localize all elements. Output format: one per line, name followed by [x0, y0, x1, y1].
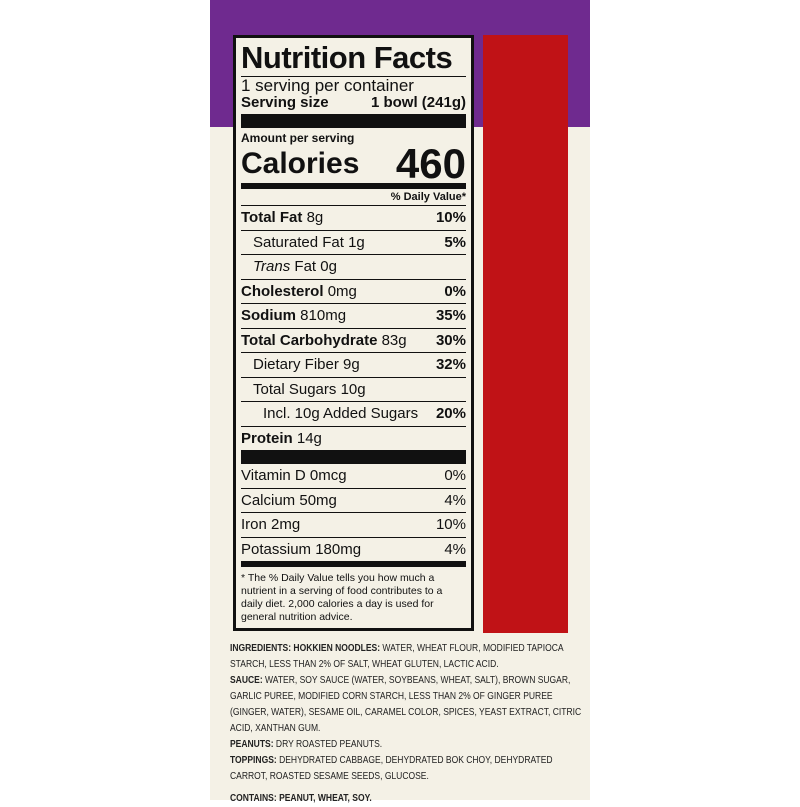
toppings-label: TOPPINGS:: [230, 755, 277, 766]
nutrient-amount: 14g: [296, 429, 322, 447]
calories-value: 460: [395, 140, 466, 187]
nutrient-row: Dietary Fiber 9g 32%: [241, 353, 466, 378]
nutrient-row: Incl. 10g Added Sugars 20%: [241, 402, 466, 427]
calories-label: Calories: [241, 147, 360, 180]
vitamin-name: Iron: [241, 516, 267, 533]
nutrient-amount: 0mg: [327, 282, 357, 300]
nutrient-amount: Fat 0g: [294, 258, 337, 275]
ingredients-text: INGREDIENTS: HOKKIEN NOODLES: WATER, WHE…: [230, 641, 583, 807]
nutrient-name: Total Sugars: [253, 380, 337, 398]
serving-size-value: 1 bowl (241g): [370, 94, 466, 111]
nutrient-amount: 9g: [343, 356, 360, 373]
nutrient-name: Total Carbohydrate: [241, 331, 378, 349]
nutrient-dv: 32%: [435, 356, 466, 373]
nutrient-dv: 0%: [444, 282, 466, 300]
serving-size: Serving size 1 bowl (241g): [241, 95, 466, 111]
noodles-ingredients: WATER, WHEAT FLOUR, MODIFIED TAPIOCA STA…: [230, 643, 564, 670]
nutrient-name: Saturated Fat: [253, 233, 344, 251]
amount-per-serving: Amount per serving: [241, 131, 355, 145]
vitamin-row: Potassium 180mg 4%: [241, 538, 466, 562]
vitamin-name: Vitamin D: [241, 467, 306, 484]
nutrient-amount: 10g: [340, 380, 366, 398]
nutrient-name: Trans: [253, 258, 291, 275]
daily-value-header: % Daily Value*: [241, 189, 466, 206]
vitamin-row: Iron 2mg 10%: [241, 513, 466, 538]
nutrient-amount: 1g: [348, 233, 365, 251]
allergen-statement: CONTAINS: PEANUT, WHEAT, SOY.: [230, 793, 372, 804]
nutrient-name: Incl. 10g Added Sugars: [263, 405, 419, 422]
nutrient-row: Protein 14g: [241, 427, 466, 451]
vitamin-dv: 4%: [444, 491, 466, 509]
vitamin-amount: 180mg: [315, 540, 362, 558]
vitamin-row: Vitamin D 0mcg 0%: [241, 464, 466, 489]
nutrient-dv: 5%: [444, 233, 466, 251]
vitamin-dv: 0%: [444, 467, 466, 484]
nutrient-dv: 10%: [435, 209, 466, 226]
vitamin-amount: 50mg: [299, 491, 337, 509]
nutrient-amount: 83g: [381, 331, 407, 349]
servings-per-container: 1 serving per container: [241, 76, 414, 95]
nutrient-row: Trans Fat 0g: [241, 255, 466, 280]
package-panel: Nutrition Facts 1 serving per container …: [210, 0, 590, 804]
noodles-label: INGREDIENTS: HOKKIEN NOODLES:: [230, 643, 381, 654]
serving-size-label: Serving size: [241, 94, 329, 111]
vitamin-name: Potassium: [241, 540, 312, 558]
nutrient-name: Protein: [241, 429, 293, 447]
nutrient-row: Total Sugars 10g: [241, 378, 466, 402]
nutrient-row: Total Carbohydrate 83g 30%: [241, 329, 466, 353]
red-panel: [483, 35, 568, 633]
divider-thick: [241, 114, 466, 128]
vitamin-amount: 2mg: [271, 516, 301, 533]
nutrient-row: Saturated Fat 1g 5%: [241, 231, 466, 255]
nutrient-name: Cholesterol: [241, 282, 324, 300]
nutrient-dv: 20%: [435, 405, 466, 422]
nutrition-facts-label: Nutrition Facts 1 serving per container …: [233, 35, 474, 631]
vitamin-dv: 10%: [435, 516, 466, 533]
sauce-ingredients: WATER, SOY SAUCE (WATER, SOYBEANS, WHEAT…: [230, 675, 582, 734]
toppings-ingredients: DEHYDRATED CABBAGE, DEHYDRATED BOK CHOY,…: [230, 755, 553, 782]
vitamin-name: Calcium: [241, 491, 296, 509]
nutrient-row: Sodium 810mg 35%: [241, 304, 466, 329]
nutrient-name: Total Fat: [241, 209, 303, 226]
nutrient-name: Dietary Fiber: [253, 356, 339, 373]
nutrient-row: Cholesterol 0mg 0%: [241, 280, 466, 304]
nutrient-name: Sodium: [241, 307, 296, 324]
divider-medium: [241, 561, 466, 567]
divider-thick: [241, 450, 466, 464]
daily-value-footnote: * The % Daily Value tells you how much a…: [241, 572, 443, 623]
vitamin-row: Calcium 50mg 4%: [241, 489, 466, 513]
nutrient-dv: 30%: [435, 331, 466, 349]
sauce-label: SAUCE:: [230, 675, 263, 686]
peanuts-ingredients: DRY ROASTED PEANUTS.: [275, 739, 383, 750]
peanuts-label: PEANUTS:: [230, 739, 274, 750]
nutrient-amount: 810mg: [300, 307, 347, 324]
nutrient-amount: 8g: [306, 209, 324, 226]
vitamin-amount: 0mcg: [309, 467, 347, 484]
label-title: Nutrition Facts: [241, 40, 466, 77]
vitamin-dv: 4%: [444, 540, 466, 558]
nutrient-row: Total Fat 8g 10%: [241, 206, 466, 231]
nutrient-dv: 35%: [435, 307, 466, 324]
calories-row: Calories 460: [241, 140, 466, 189]
